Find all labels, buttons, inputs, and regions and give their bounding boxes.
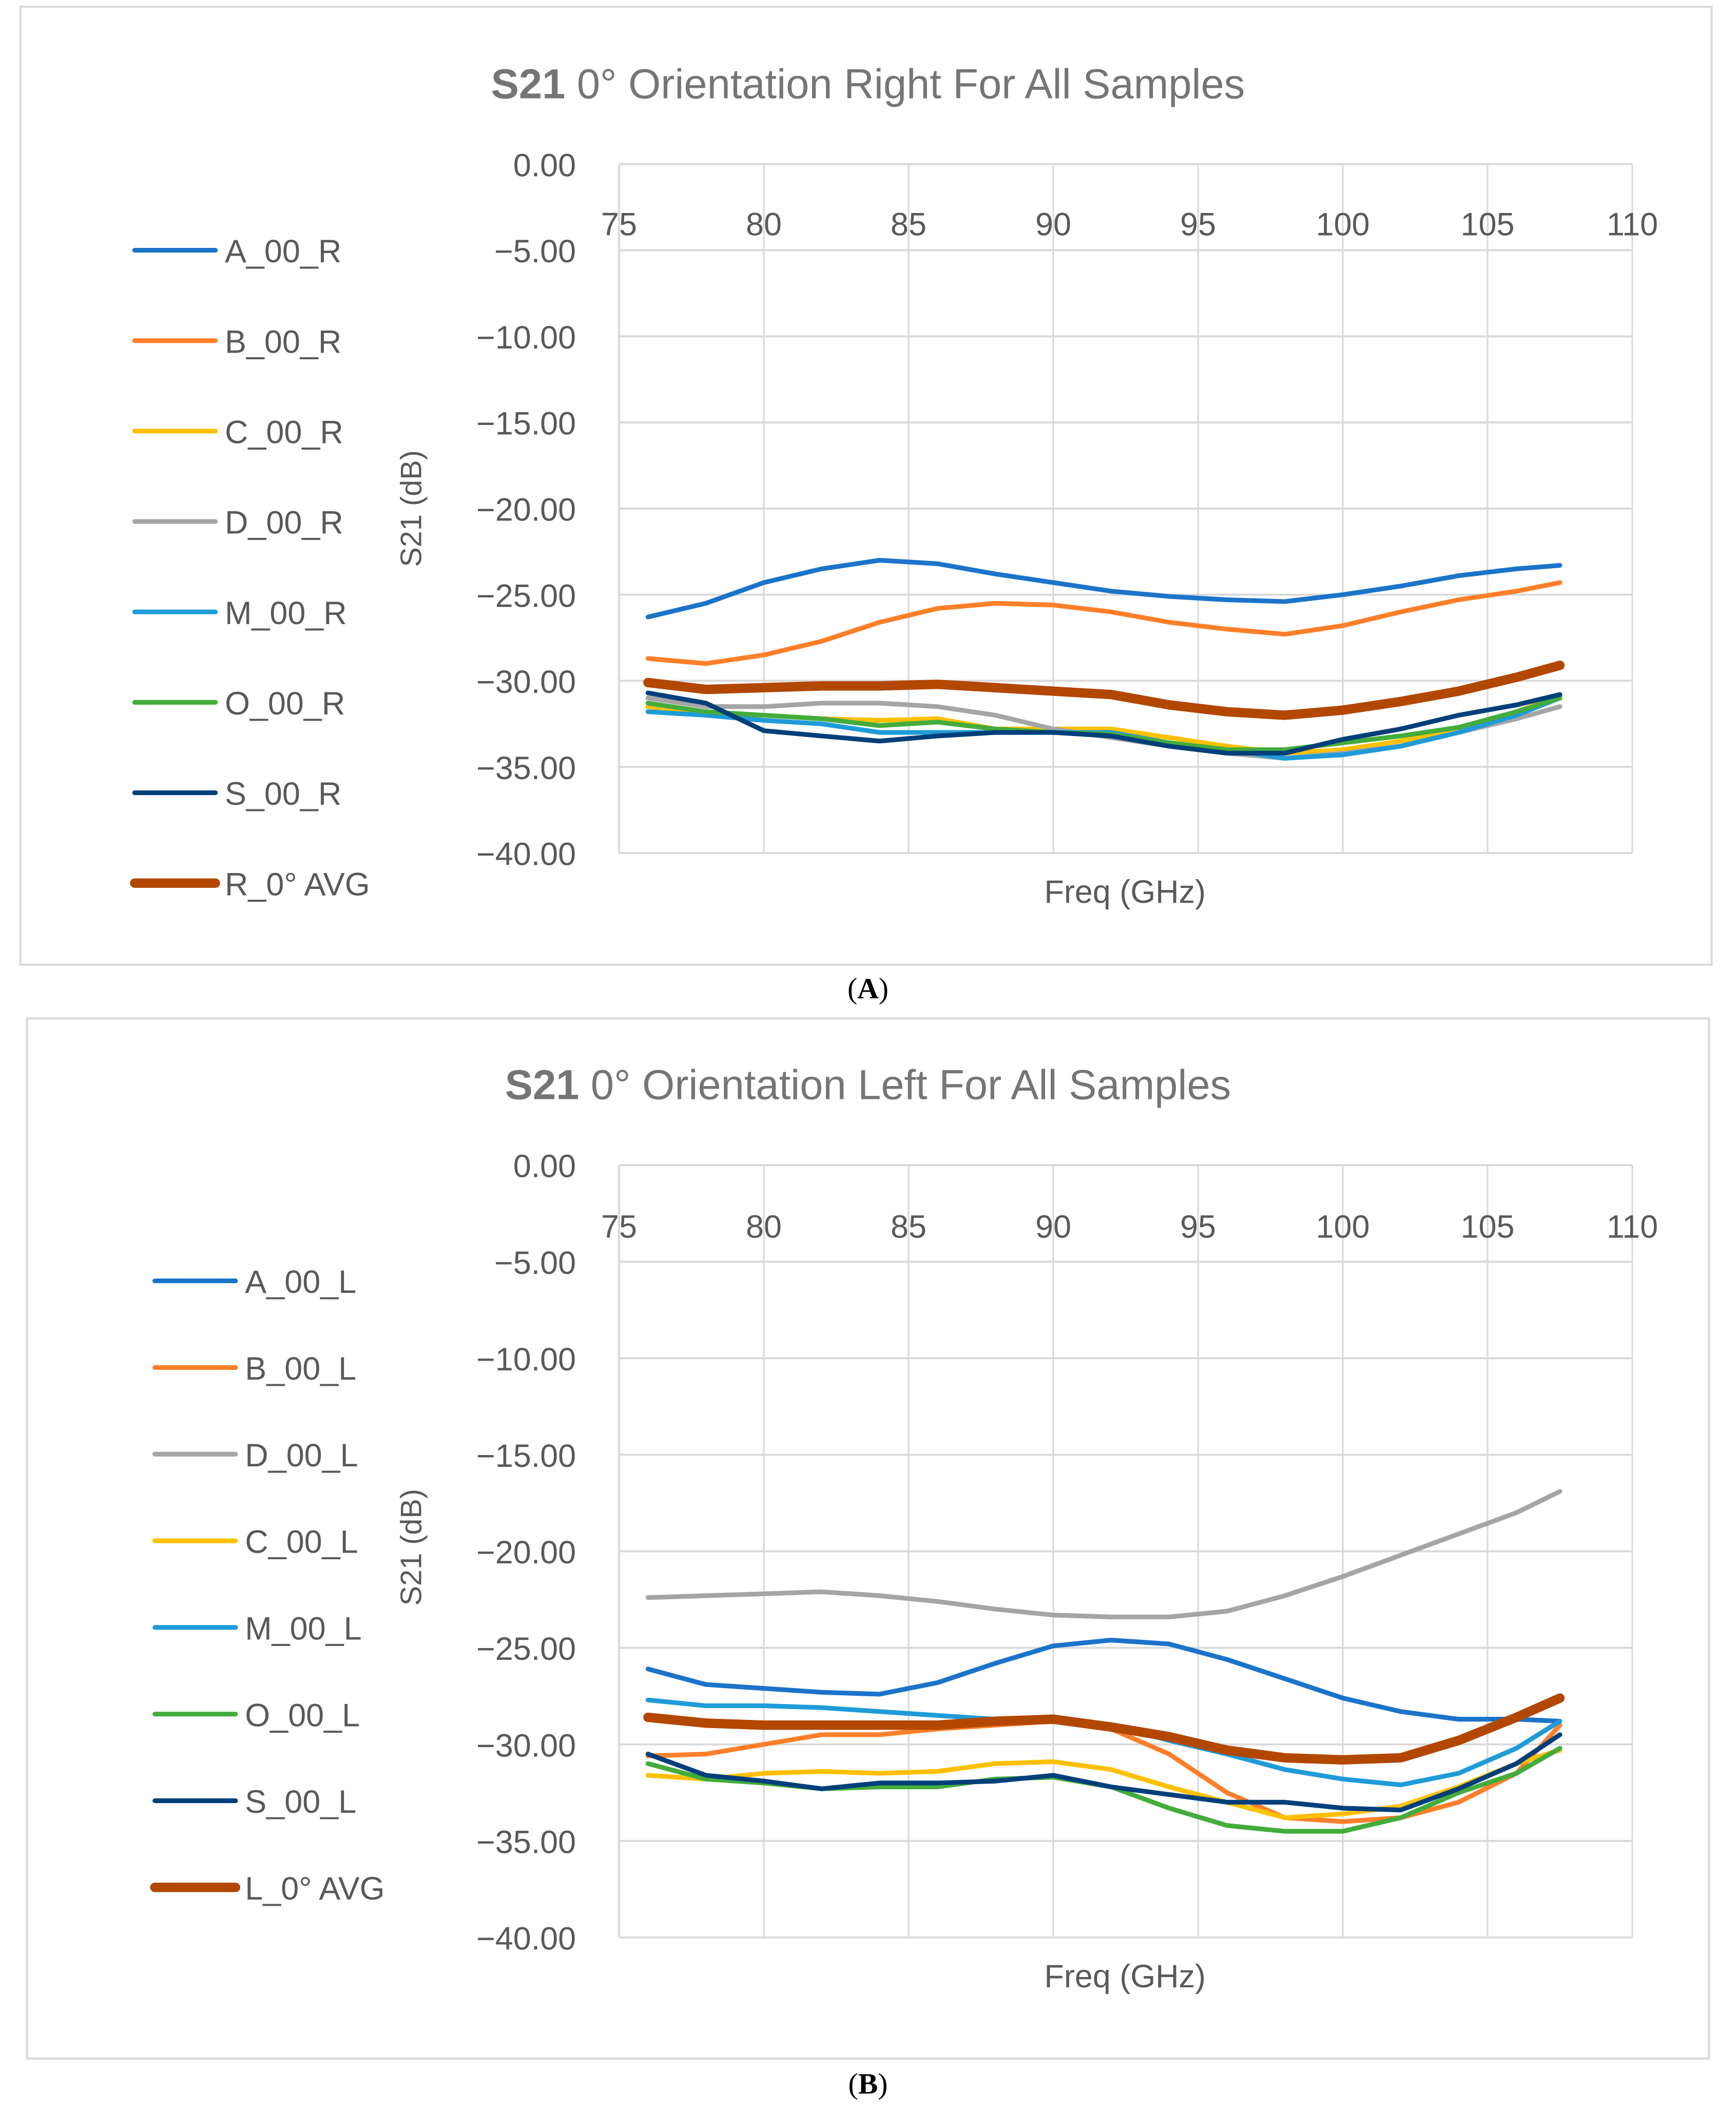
legend-item: L_0° AVG (150, 1871, 385, 1907)
legend-item: D_00_L (152, 1438, 358, 1474)
y-axis-label: S21 (dB) (395, 1489, 428, 1606)
x-tick-label: 105 (1460, 1209, 1514, 1245)
x-tick-label: 85 (891, 207, 927, 243)
legend-item: A_00_L (152, 1264, 356, 1300)
legend-item: A_00_R (132, 234, 341, 269)
legend-label: C_00_R (225, 414, 343, 450)
legend-item: R_0° AVG (130, 866, 370, 902)
y-tick-label: −35.00 (476, 1824, 576, 1860)
legend-item: O_00_R (132, 686, 345, 722)
x-tick-label: 90 (1035, 207, 1071, 243)
legend-item: S_00_R (132, 776, 341, 812)
legend-item: D_00_R (132, 505, 343, 541)
y-tick-label: −10.00 (476, 320, 576, 356)
y-tick-label: 0.00 (513, 147, 576, 183)
y-tick-label: −5.00 (494, 1245, 576, 1281)
series-line-a-00-l (645, 1637, 1563, 1724)
chart-title-bold: S21 (491, 61, 577, 107)
legend-label: C_00_L (245, 1524, 358, 1560)
x-tick-label: 105 (1460, 207, 1514, 243)
chart-panel-a: S21 0° Orientation Right For All Samples… (19, 6, 1713, 966)
y-tick-label: −15.00 (476, 406, 576, 442)
x-tick-label: 95 (1180, 1209, 1216, 1245)
legend-item: B_00_L (152, 1351, 356, 1387)
x-tick-label: 75 (601, 1209, 637, 1245)
chart-title: S21 0° Orientation Right For All Samples (491, 61, 1245, 107)
legend-label: D_00_L (245, 1438, 358, 1474)
x-tick-label: 100 (1316, 1209, 1370, 1245)
series-line-a-00-r (645, 557, 1563, 619)
y-axis-label: S21 (dB) (395, 450, 428, 567)
series-line-s-00-r (645, 690, 1563, 756)
legend-label: S_00_R (225, 776, 341, 812)
legend-item: M_00_R (132, 595, 347, 631)
legend-item: M_00_L (152, 1611, 362, 1647)
y-tick-label: −25.00 (476, 578, 576, 614)
legend-label: R_0° AVG (225, 866, 370, 902)
y-tick-label: −40.00 (476, 837, 576, 873)
series-line-b-00-r (645, 580, 1563, 666)
legend-item: C_00_R (132, 414, 343, 450)
legend-label: D_00_R (225, 505, 343, 541)
panel-caption: (A) (847, 973, 889, 1005)
y-tick-label: −35.00 (476, 750, 576, 786)
legend-label: S_00_L (245, 1784, 356, 1820)
legend-item: S_00_L (152, 1784, 356, 1820)
x-tick-label: 80 (746, 207, 782, 243)
series-line-l-0-avg (643, 1693, 1565, 1765)
legend-label: L_0° AVG (245, 1871, 384, 1907)
legend-label: O_00_R (225, 686, 345, 722)
legend-label: B_00_L (245, 1351, 356, 1387)
chart-border (19, 6, 1713, 966)
y-tick-label: −15.00 (476, 1438, 576, 1474)
x-tick-label: 95 (1180, 207, 1216, 243)
legend-item: O_00_L (152, 1697, 360, 1733)
chart-title: S21 0° Orientation Left For All Samples (505, 1062, 1231, 1109)
x-tick-label: 90 (1035, 1209, 1071, 1245)
y-tick-label: −5.00 (494, 234, 576, 269)
series-line-r-0-avg (643, 661, 1565, 720)
x-tick-label: 75 (601, 207, 637, 243)
panel-caption: (B) (848, 2068, 888, 2100)
chart-title-bold: S21 (505, 1062, 591, 1109)
y-tick-label: −25.00 (476, 1631, 576, 1667)
legend-label: A_00_L (245, 1264, 356, 1300)
series-line-c-00-l (645, 1748, 1563, 1821)
caption-letter: A (857, 973, 879, 1005)
chart-border (26, 1017, 1710, 2060)
legend-label: B_00_R (225, 324, 341, 360)
chart-title-text: 0° Orientation Right For All Samples (577, 61, 1245, 107)
series-line-d-00-l (645, 1489, 1563, 1620)
legend-item: C_00_L (152, 1524, 358, 1560)
x-axis-label: Freq (GHz) (1044, 1959, 1206, 1994)
legend-item: B_00_R (132, 324, 341, 360)
y-tick-label: −30.00 (476, 1728, 576, 1764)
x-tick-label: 85 (891, 1209, 927, 1245)
legend-label: A_00_R (225, 234, 341, 269)
x-tick-label: 110 (1607, 1209, 1658, 1245)
y-tick-label: −30.00 (476, 664, 576, 700)
legend-label: M_00_L (245, 1611, 361, 1647)
y-tick-label: 0.00 (513, 1149, 576, 1185)
y-tick-label: −10.00 (476, 1342, 576, 1378)
series-line-s-00-l (645, 1732, 1563, 1813)
x-tick-label: 110 (1607, 207, 1658, 243)
y-tick-label: −20.00 (476, 492, 576, 528)
chart-panel-b: S21 0° Orientation Left For All Samples 7… (26, 1017, 1710, 2060)
legend-label: O_00_L (245, 1697, 360, 1733)
x-tick-label: 100 (1316, 207, 1370, 243)
y-tick-label: −40.00 (476, 1921, 576, 1957)
y-tick-label: −20.00 (476, 1535, 576, 1571)
chart-title-text: 0° Orientation Left For All Samples (591, 1062, 1231, 1109)
legend-label: M_00_R (225, 595, 347, 631)
caption-letter: B (858, 2068, 878, 2100)
x-tick-label: 80 (746, 1209, 782, 1245)
x-axis-label: Freq (GHz) (1044, 874, 1206, 910)
